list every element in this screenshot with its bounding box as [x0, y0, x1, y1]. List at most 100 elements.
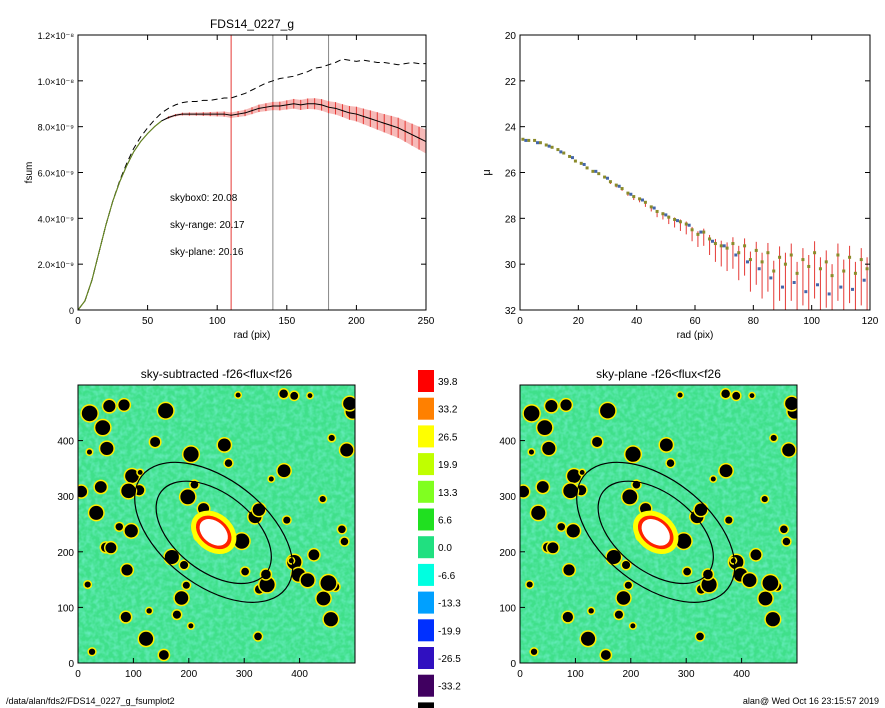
data-point: [608, 180, 612, 184]
data-point: [556, 148, 560, 152]
masked-source: [719, 464, 733, 478]
x-axis-label: rad (pix): [234, 330, 271, 341]
aperture-ellipse-0: [155, 480, 272, 585]
x-tick-label: 60: [689, 316, 701, 327]
colorbar-swatch: [418, 702, 434, 708]
masked-source: [782, 443, 796, 457]
masked-source: [537, 420, 553, 436]
masked-source: [241, 567, 249, 576]
annotation-2: sky-plane: 20.16: [170, 247, 244, 258]
masked-source: [340, 537, 349, 546]
data-point: [614, 183, 618, 187]
dashed-curve: [78, 58, 426, 310]
masked-source: [614, 610, 623, 619]
masked-source: [765, 612, 780, 627]
masked-source: [319, 496, 326, 503]
data-point: [859, 258, 863, 262]
data-point: [603, 175, 607, 179]
data-point-alt: [722, 244, 726, 248]
data-point: [544, 143, 548, 147]
data-point: [783, 262, 787, 266]
masked-source: [100, 441, 114, 455]
colorbar-swatch: [418, 647, 434, 669]
data-point: [667, 215, 671, 219]
masked-source: [520, 485, 529, 498]
x-tick-label: 300: [678, 669, 695, 680]
masked-source: [86, 449, 92, 455]
masked-source: [710, 476, 716, 482]
masked-source: [536, 481, 549, 493]
masked-source: [785, 396, 797, 411]
masked-source: [606, 549, 621, 565]
colorbar-label: -13.3: [438, 599, 461, 610]
x-tick-label: 200: [348, 316, 365, 327]
masked-source: [725, 516, 733, 524]
y-tick-label: 6.0×10⁻⁹: [38, 169, 75, 179]
colorbar-swatch: [418, 619, 434, 642]
y-tick-label: 400: [57, 437, 74, 448]
masked-source: [172, 610, 181, 619]
masked-source: [320, 575, 337, 591]
data-point: [661, 212, 665, 216]
y-tick-label: 400: [499, 437, 516, 448]
image-frame: [519, 384, 798, 664]
sky-subtracted-image-panel: sky-subtracted -f26<flux<f26 0 100 200 300 40…: [57, 367, 356, 680]
masked-source: [616, 591, 631, 605]
masked-source: [290, 391, 299, 400]
x-tick-label: 250: [418, 316, 435, 327]
masked-source: [94, 481, 107, 493]
data-point: [684, 222, 688, 226]
x-tick-label: 100: [125, 669, 142, 680]
x-tick-label: 50: [142, 316, 154, 327]
image-area: [78, 385, 355, 663]
masked-source: [217, 438, 231, 452]
data-point: [807, 264, 811, 268]
masked-source: [542, 441, 556, 455]
sky-plane-curve: [78, 120, 162, 310]
colorbar-label: -19.9: [438, 626, 461, 637]
data-point-alt: [792, 281, 796, 284]
data-point-alt: [839, 285, 843, 289]
colorbar-label: 39.8: [438, 377, 458, 388]
masked-source: [630, 623, 636, 629]
masked-source: [259, 577, 275, 593]
x-tick-label: 80: [748, 316, 760, 327]
data-point-alt: [571, 156, 574, 160]
data-point: [568, 154, 572, 158]
colorbar-swatch: [418, 591, 434, 614]
masked-source: [307, 393, 313, 398]
y-tick-label: 100: [499, 603, 516, 614]
colorbar-label: 33.2: [438, 405, 458, 416]
data-point: [626, 191, 630, 195]
data-point-alt: [687, 223, 691, 227]
data-point: [778, 255, 782, 259]
data-point-alt: [676, 219, 679, 223]
data-point: [853, 271, 857, 275]
data-point: [836, 253, 840, 257]
masked-source: [749, 393, 755, 398]
plot-area: [78, 35, 426, 310]
masked-source: [235, 392, 241, 398]
masked-source: [567, 469, 581, 483]
data-point: [708, 237, 712, 241]
y-tick-label: 300: [499, 492, 516, 503]
data-point: [842, 269, 846, 273]
data-point: [719, 244, 723, 248]
data-point-alt: [629, 192, 633, 196]
data-point: [620, 187, 624, 191]
data-point: [865, 267, 869, 271]
masked-source: [188, 623, 194, 629]
data-point: [585, 166, 589, 170]
masked-source: [95, 420, 111, 436]
masked-source: [224, 459, 233, 467]
masked-source: [183, 446, 199, 462]
x-tick-label: 0: [517, 316, 523, 327]
data-point: [702, 230, 706, 234]
masked-source: [694, 503, 708, 516]
data-point: [748, 258, 752, 262]
aperture-ellipse-1: [134, 461, 294, 603]
masked-source: [600, 403, 616, 419]
masked-source: [721, 389, 730, 399]
data-point: [562, 151, 566, 155]
x-tick-label: 300: [236, 669, 253, 680]
